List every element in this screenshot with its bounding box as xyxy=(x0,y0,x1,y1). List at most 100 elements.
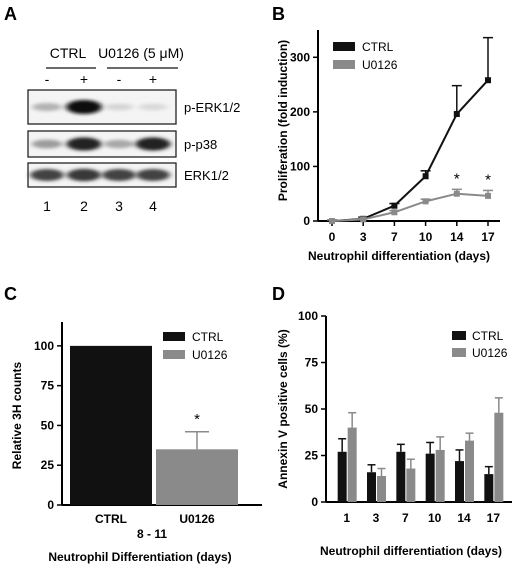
y-tick-label: 75 xyxy=(41,379,55,393)
blot-band xyxy=(30,169,64,181)
x-subcategory-label: 8 - 11 xyxy=(137,527,167,541)
bar xyxy=(337,451,347,502)
bar xyxy=(70,345,152,505)
data-point xyxy=(485,192,491,199)
x-axis-title: Neutrophil differentiation (days) xyxy=(308,249,490,263)
bar xyxy=(347,427,357,502)
blot-band xyxy=(136,169,170,181)
bar xyxy=(455,461,464,502)
blot-label: ERK1/2 xyxy=(184,168,229,183)
x-tick-label: 10 xyxy=(428,511,442,525)
lane-number-2: 2 xyxy=(80,198,88,214)
lane-number-3: 3 xyxy=(115,198,123,214)
y-tick-label: 100 xyxy=(290,159,310,173)
x-tick-label: 1 xyxy=(343,511,350,525)
blot-band xyxy=(138,103,168,111)
blot-band xyxy=(135,137,171,151)
blot-band xyxy=(66,168,102,182)
data-point xyxy=(329,218,335,224)
y-tick-label: 75 xyxy=(305,356,319,370)
blot-strips: p-ERK1/2 p-p38 ERK1/2 xyxy=(27,89,240,188)
legend-swatch xyxy=(333,60,355,69)
group-label-ctrl: CTRL xyxy=(50,45,87,61)
legend-label: U0126 xyxy=(472,346,508,360)
legend-label: U0126 xyxy=(192,348,228,362)
data-point xyxy=(391,209,398,216)
bar xyxy=(494,412,504,502)
x-tick-label: 0 xyxy=(329,230,336,244)
y-tick-label: 50 xyxy=(41,418,55,432)
legend-label: CTRL xyxy=(362,40,394,54)
legend-label: CTRL xyxy=(472,329,504,343)
western-blot-panel: CTRL U0126 (5 μM) - + - + p-ERK1/2 p-p38 E… xyxy=(27,45,240,214)
y-tick-label: 0 xyxy=(311,495,318,509)
y-tick-label: 25 xyxy=(41,458,55,472)
data-point xyxy=(360,216,367,223)
y-axis-title: Proliferation (fold induction) xyxy=(276,40,290,201)
data-point xyxy=(422,173,429,180)
blot-label: p-ERK1/2 xyxy=(184,100,240,115)
x-tick-label: 7 xyxy=(391,230,398,244)
bar xyxy=(435,449,445,502)
x-axis-title: Neutrophil Differentiation (days) xyxy=(48,550,231,564)
legend-swatch xyxy=(163,332,185,341)
x-tick-label: 10 xyxy=(419,230,433,244)
bar xyxy=(377,475,386,502)
y-tick-label: 0 xyxy=(47,498,54,512)
treatment-mark-4: + xyxy=(149,71,157,87)
chart-c-3h-counts: 0 25 50 75 100 CTRL U0126 8 - 11 Neutrophil Diff… xyxy=(10,322,262,564)
y-tick-label: 25 xyxy=(305,449,319,463)
y-tick-label: 50 xyxy=(305,402,319,416)
bar xyxy=(406,468,416,502)
x-tick-label: 3 xyxy=(360,230,367,244)
blot-label: p-p38 xyxy=(184,137,217,152)
data-point xyxy=(391,202,398,209)
blot-band xyxy=(31,139,63,149)
treatment-mark-1: - xyxy=(45,71,50,87)
y-tick-label: 200 xyxy=(290,105,310,119)
data-point xyxy=(422,198,429,205)
x-tick-label: U0126 xyxy=(179,512,215,526)
x-tick-label: 17 xyxy=(487,511,501,525)
x-tick-label: 14 xyxy=(457,511,471,525)
data-point xyxy=(453,190,460,197)
y-axis-title: Annexin V positive cells (%) xyxy=(276,329,290,488)
blot-band xyxy=(103,139,135,149)
bar xyxy=(156,449,238,505)
blot-band xyxy=(102,169,136,181)
y-tick-label: 100 xyxy=(34,339,54,353)
blot-band xyxy=(104,103,134,111)
legend-swatch xyxy=(163,350,185,359)
y-axis-title: Relative 3H counts xyxy=(10,361,24,469)
bar xyxy=(425,453,435,502)
significance-marker: * xyxy=(454,170,460,187)
treatment-mark-2: + xyxy=(80,71,88,87)
series-line xyxy=(331,192,489,222)
panel-b-letter: B xyxy=(272,4,285,24)
x-tick-label: 17 xyxy=(481,230,495,244)
y-tick-label: 100 xyxy=(298,309,318,323)
blot-band xyxy=(32,103,62,111)
significance-marker: * xyxy=(194,411,200,428)
chart-b-proliferation: 0 100 200 300 0 3 7 10 14 17 Neutrophil differenti… xyxy=(276,30,500,263)
blot-band xyxy=(66,137,102,151)
legend-label: CTRL xyxy=(192,330,224,344)
significance-marker: * xyxy=(485,171,491,188)
panel-c-letter: C xyxy=(4,284,17,304)
series-line xyxy=(331,79,489,222)
panel-a-letter: A xyxy=(4,4,17,24)
legend-swatch xyxy=(452,331,466,340)
data-point xyxy=(485,77,491,84)
treatment-mark-3: - xyxy=(117,71,122,87)
legend-label: U0126 xyxy=(362,58,398,72)
y-tick-label: 0 xyxy=(303,214,310,228)
bar xyxy=(367,472,376,502)
x-tick-label: 3 xyxy=(373,511,380,525)
bar xyxy=(465,440,474,502)
x-tick-label: 14 xyxy=(450,230,464,244)
bar xyxy=(484,474,494,502)
x-tick-label: 7 xyxy=(402,511,409,525)
panel-d-letter: D xyxy=(272,284,285,304)
x-tick-label: CTRL xyxy=(95,512,127,526)
